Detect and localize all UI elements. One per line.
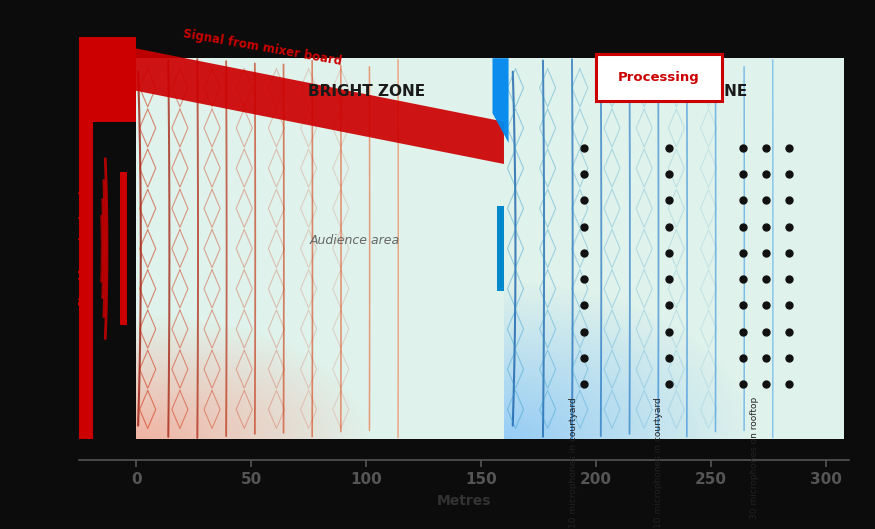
Bar xyxy=(497,206,504,291)
FancyBboxPatch shape xyxy=(596,54,723,101)
Bar xyxy=(120,172,127,325)
Bar xyxy=(504,58,844,439)
Text: Signal from mixer board: Signal from mixer board xyxy=(182,27,343,68)
Text: BRIGHT ZONE: BRIGHT ZONE xyxy=(307,84,424,98)
Text: DARK ZONE: DARK ZONE xyxy=(647,84,747,98)
Text: 10 microphones in courtyard: 10 microphones in courtyard xyxy=(654,397,662,527)
Bar xyxy=(79,58,93,439)
Text: Processing: Processing xyxy=(619,71,700,84)
X-axis label: Metres: Metres xyxy=(437,494,491,508)
Text: 30 microphones on rooftop: 30 microphones on rooftop xyxy=(750,397,760,519)
Polygon shape xyxy=(79,37,504,164)
Bar xyxy=(136,58,504,439)
Text: 10 microphones in courtyard: 10 microphones in courtyard xyxy=(569,397,578,527)
Polygon shape xyxy=(493,58,508,143)
Bar xyxy=(79,37,136,122)
Text: Audience area: Audience area xyxy=(310,234,400,247)
Text: Signal from mixer board: Signal from mixer board xyxy=(79,191,88,306)
